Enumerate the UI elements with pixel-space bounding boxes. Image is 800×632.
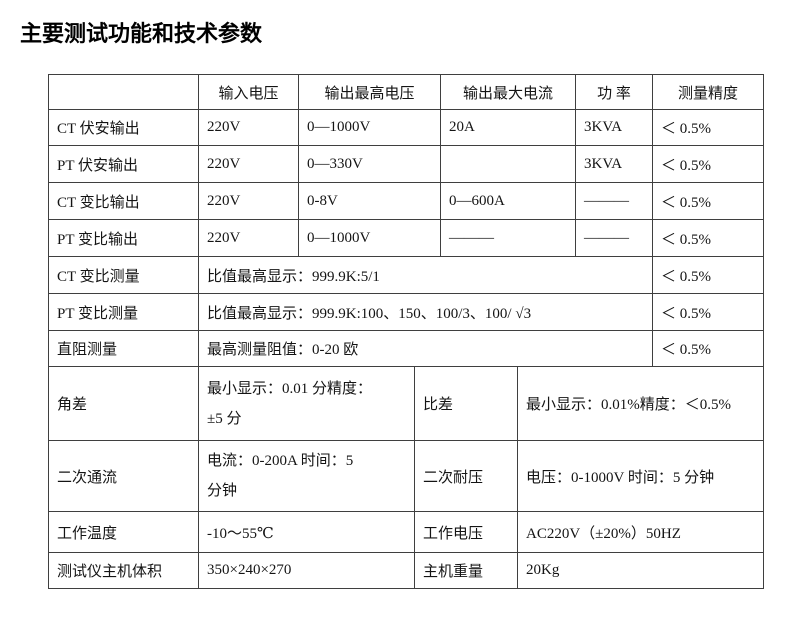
table-row-pt-ratio-measure: PT 变比测量 比值最高显示：999.9K:100、150、100/3、100/… [48, 293, 765, 331]
row-label: 直阻测量 [48, 330, 199, 367]
left-value-cell: 350×240×270 [198, 552, 415, 589]
input-voltage-cell: 220V [198, 145, 299, 183]
row-label: PT 伏安输出 [48, 145, 199, 183]
input-voltage-cell: 220V [198, 219, 299, 257]
right-label-cell: 工作电压 [413, 511, 519, 553]
row-label: 角差 [48, 366, 199, 441]
table-row-ct-va-output: CT 伏安输出 220V 0—1000V 20A 3KVA ＜ 0.5% [48, 109, 765, 146]
power-cell: 3KVA [575, 109, 654, 146]
table-row-ct-ratio-output: CT 变比输出 220V 0-8V 0—600A ——— ＜ 0.5% [48, 182, 765, 220]
table-row-secondary-current: 二次通流 电流：0-200A 时间：5 分钟 二次耐压 电压：0-1000V 时… [48, 440, 765, 512]
col-header-accuracy: 测量精度 [652, 74, 765, 110]
table-row-ct-ratio-measure: CT 变比测量 比值最高显示：999.9K:5/1 ＜ 0.5% [48, 256, 765, 294]
right-value-cell: 最小显示：0.01%精度：＜0.5% [517, 366, 765, 441]
row-label: 二次通流 [48, 440, 199, 512]
right-label-cell: 二次耐压 [413, 440, 519, 512]
table-row-pt-ratio-output: PT 变比输出 220V 0—1000V ——— ——— ＜ 0.5% [48, 219, 765, 257]
table-row-pt-va-output: PT 伏安输出 220V 0—330V 3KVA ＜ 0.5% [48, 145, 765, 183]
max-current-cell: 0—600A [440, 182, 577, 220]
max-current-cell [440, 145, 577, 183]
power-cell: 3KVA [575, 145, 654, 183]
table-row-working-temperature: 工作温度 -10～55℃ 工作电压 AC220V（±20%）50HZ [48, 511, 765, 553]
right-label-cell: 主机重量 [413, 552, 519, 589]
cell-line: ±5 分 [207, 410, 242, 427]
right-label-cell: 比差 [413, 366, 519, 441]
row-label: CT 变比输出 [48, 182, 199, 220]
row-label: PT 变比测量 [48, 293, 199, 331]
table-row-angle-error: 角差 最小显示：0.01 分精度： ±5 分 比差 最小显示：0.01%精度：＜… [48, 366, 765, 441]
power-cell: ——— [575, 182, 654, 220]
merged-value-cell: 比值最高显示：999.9K:5/1 [197, 256, 654, 294]
accuracy-cell: ＜ 0.5% [652, 293, 765, 331]
input-voltage-cell: 220V [198, 109, 299, 146]
row-label: 测试仪主机体积 [48, 552, 199, 589]
accuracy-cell: ＜ 0.5% [652, 109, 765, 146]
table-row-resistance-measure: 直阻测量 最高测量阻值：0-20 欧 ＜ 0.5% [48, 330, 765, 367]
cell-line: 最小显示：0.01 分精度： [207, 380, 373, 397]
spec-table: 输入电压 输出最高电压 输出最大电流 功 率 测量精度 CT 伏安输出 220V… [48, 74, 765, 589]
left-value-cell: 电流：0-200A 时间：5 分钟 [198, 440, 415, 512]
row-label: CT 变比测量 [48, 256, 199, 294]
max-current-cell: 20A [440, 109, 577, 146]
power-cell: ——— [575, 219, 654, 257]
max-current-cell: ——— [440, 219, 577, 257]
right-value-cell: AC220V（±20%）50HZ [517, 511, 765, 553]
left-value-cell: 最小显示：0.01 分精度： ±5 分 [198, 366, 415, 441]
accuracy-cell: ＜ 0.5% [652, 219, 765, 257]
accuracy-cell: ＜ 0.5% [652, 330, 765, 367]
max-voltage-cell: 0-8V [297, 182, 442, 220]
accuracy-cell: ＜ 0.5% [652, 145, 765, 183]
max-voltage-cell: 0—330V [297, 145, 442, 183]
merged-value-cell: 最高测量阻值：0-20 欧 [197, 330, 654, 367]
max-voltage-cell: 0—1000V [297, 109, 442, 146]
accuracy-cell: ＜ 0.5% [652, 256, 765, 294]
merged-value-cell: 比值最高显示：999.9K:100、150、100/3、100/ √3 [197, 293, 654, 331]
row-label: PT 变比输出 [48, 219, 199, 257]
accuracy-cell: ＜ 0.5% [652, 182, 765, 220]
col-header-max-output-voltage: 输出最高电压 [297, 74, 442, 110]
col-header-max-output-current: 输出最大电流 [440, 74, 577, 110]
cell-line: 电流：0-200A 时间：5 [207, 453, 354, 469]
cell-line: 分钟 [207, 483, 238, 499]
col-header-input-voltage: 输入电压 [198, 74, 299, 110]
table-header-row: 输入电压 输出最高电压 输出最大电流 功 率 测量精度 [48, 74, 765, 110]
max-voltage-cell: 0—1000V [297, 219, 442, 257]
corner-cell [48, 74, 199, 110]
right-value-cell: 20Kg [517, 552, 765, 589]
row-label: 工作温度 [48, 511, 199, 553]
row-label: CT 伏安输出 [48, 109, 199, 146]
right-value-cell: 电压：0-1000V 时间：5 分钟 [517, 440, 765, 512]
left-value-cell: -10～55℃ [198, 511, 415, 553]
page-title: 主要测试功能和技术参数 [20, 21, 263, 46]
table-row-main-unit-size: 测试仪主机体积 350×240×270 主机重量 20Kg [48, 552, 765, 589]
col-header-power: 功 率 [575, 74, 654, 110]
input-voltage-cell: 220V [198, 182, 299, 220]
